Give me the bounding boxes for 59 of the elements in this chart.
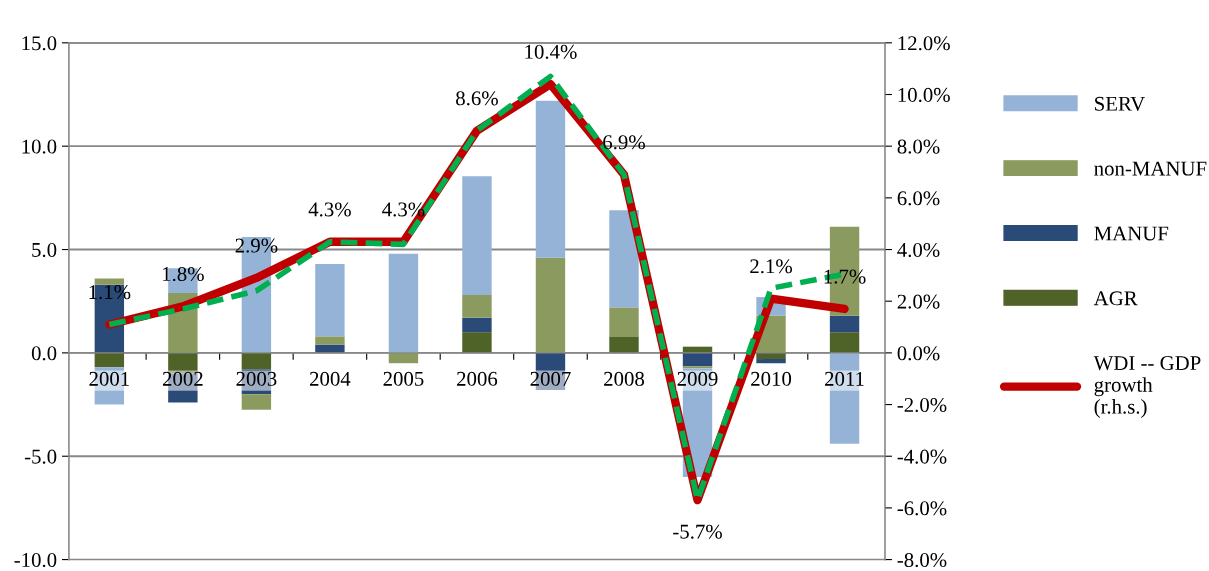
y-tick-label: 5.0 <box>32 242 57 258</box>
y-tick-label: 10.0 <box>22 139 57 154</box>
bar <box>535 257 566 353</box>
data-label: 1.8% <box>163 266 204 282</box>
data-label: 2.9% <box>235 238 278 253</box>
y2-tick-label: 2.0% <box>897 294 940 309</box>
bar <box>315 264 345 337</box>
y2-tick-label: 10.0% <box>898 87 950 103</box>
y2-tick-label: 0.0% <box>897 346 940 361</box>
bar <box>462 176 492 295</box>
y-tick-label: -5.0 <box>24 449 57 464</box>
y2-tick-label: -8.0% <box>897 552 947 568</box>
x-tick-label: 2010 <box>751 371 792 386</box>
bar <box>829 315 860 333</box>
data-label: 2.1% <box>750 259 793 274</box>
legend-label: WDI -- GDP growth (r.h.s.) <box>1093 356 1201 418</box>
bar <box>388 253 419 353</box>
y2-tick-label: 6.0% <box>897 191 940 206</box>
x-tick-label: 2005 <box>383 371 424 386</box>
y2-tick-label: -6.0% <box>897 501 947 516</box>
x-tick-label: 2001 <box>89 371 129 386</box>
y2-tick-label: 8.0% <box>897 139 940 154</box>
bar <box>756 359 786 364</box>
data-label: -5.7% <box>673 524 722 539</box>
x-tick-label: 2008 <box>604 371 645 386</box>
y2-tick-label: 12.0% <box>898 36 950 51</box>
data-label: 4.3% <box>308 202 351 217</box>
bar <box>535 100 566 258</box>
x-tick-label: 2003 <box>236 371 277 386</box>
bar <box>462 317 492 333</box>
legend-label: AGR <box>1093 291 1138 306</box>
x-tick-label: 2007 <box>530 371 571 386</box>
y-tick-label: 0.0 <box>31 346 57 361</box>
legend-label: SERV <box>1095 96 1146 111</box>
data-label: 6.9% <box>603 135 645 150</box>
y-tick-label: 15.0 <box>22 36 57 51</box>
bar <box>609 336 639 353</box>
bar <box>609 307 639 337</box>
bar <box>609 210 639 308</box>
bar <box>462 295 492 318</box>
bar <box>462 332 492 353</box>
bar <box>682 366 713 369</box>
legend-label: non-MANUF <box>1094 161 1207 176</box>
bar <box>241 394 272 410</box>
bar <box>315 336 345 345</box>
y2-tick-label: -2.0% <box>897 397 947 413</box>
x-tick-label: 2002 <box>162 371 203 386</box>
y2-tick-label: -4.0% <box>897 449 947 464</box>
legend-label: MANUF <box>1094 226 1169 241</box>
x-tick-label: 2011 <box>825 371 864 386</box>
data-label: 10.4% <box>525 44 577 59</box>
bar <box>94 278 125 285</box>
bar <box>829 332 860 353</box>
y-tick-label: -10.0 <box>14 552 57 568</box>
x-tick-label: 2004 <box>309 371 351 386</box>
x-tick-label: 2009 <box>677 371 718 386</box>
data-label: 8.6% <box>456 91 498 106</box>
x-tick-label: 2006 <box>457 371 498 386</box>
y2-tick-label: 4.0% <box>897 242 940 258</box>
